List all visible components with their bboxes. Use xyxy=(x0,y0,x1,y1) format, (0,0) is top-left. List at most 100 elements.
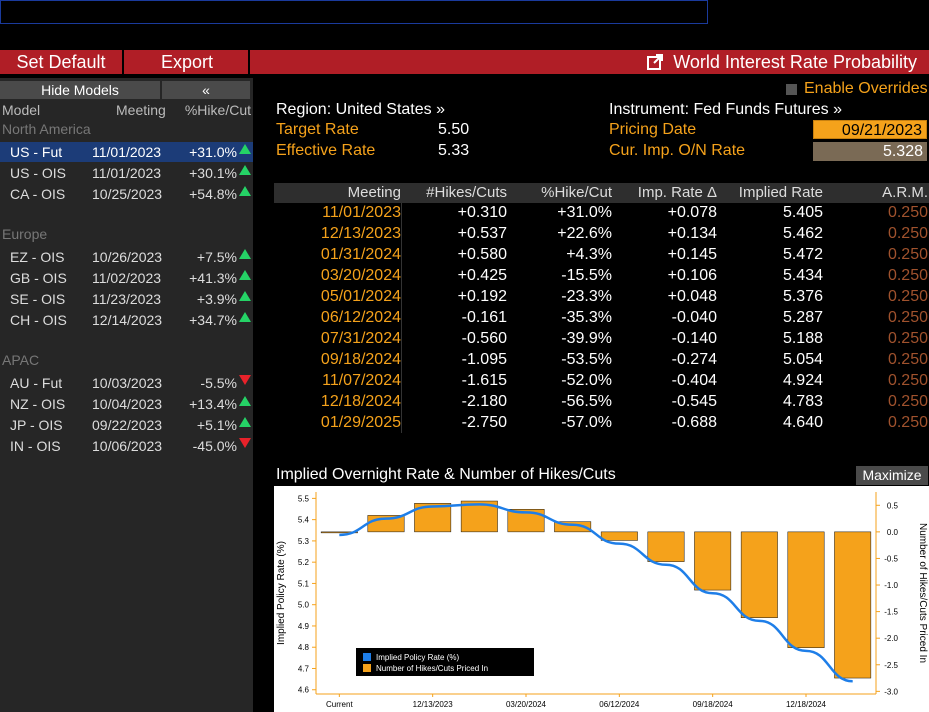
model-row[interactable]: NZ - OIS 10/04/2023 +13.4% xyxy=(0,394,253,414)
table-cell: -0.140 xyxy=(671,330,717,347)
model-row[interactable]: EZ - OIS 10/26/2023 +7.5% xyxy=(0,247,253,267)
hide-models-button[interactable]: Hide Models xyxy=(0,81,160,99)
cur-imp-rate-field[interactable]: 5.328 xyxy=(813,142,927,161)
table-row[interactable]: 06/12/2024 -0.161 -35.3% -0.040 5.287 0.250 xyxy=(274,308,929,329)
legend-label: Number of Hikes/Cuts Priced In xyxy=(376,664,488,673)
model-row[interactable]: CH - OIS 12/14/2023 +34.7% xyxy=(0,310,253,330)
table-cell: 0.250 xyxy=(887,204,928,221)
table-row[interactable]: 11/01/2023 +0.310 +31.0% +0.078 5.405 0.250 xyxy=(274,203,929,224)
model-name: US - OIS xyxy=(10,165,67,181)
table-cell: 5.462 xyxy=(782,225,823,242)
bar xyxy=(787,531,825,649)
model-row[interactable]: AU - Fut 10/03/2023 -5.5% xyxy=(0,373,253,393)
meeting-column-header[interactable]: Meeting xyxy=(116,102,166,118)
table-row[interactable]: 05/01/2024 +0.192 -23.3% +0.048 5.376 0.250 xyxy=(274,287,929,308)
table-cell: 12/18/2024 xyxy=(320,393,401,410)
x-tick-label: 12/18/2024 xyxy=(786,700,827,709)
model-meeting: 10/26/2023 xyxy=(92,249,163,265)
table-cell: +0.106 xyxy=(667,267,717,284)
action-bar: Set Default Export World Interest Rate P… xyxy=(0,50,929,74)
bar xyxy=(740,531,778,618)
region-selector[interactable]: Region: United States » xyxy=(276,101,445,118)
model-name: IN - OIS xyxy=(10,438,61,454)
model-row[interactable]: JP - OIS 09/22/2023 +5.1% xyxy=(0,415,253,435)
table-cell: -57.0% xyxy=(561,414,612,431)
enable-overrides-checkbox[interactable] xyxy=(786,84,797,95)
model-pct: +34.7% xyxy=(189,312,237,328)
instrument-selector[interactable]: Instrument: Fed Funds Futures » xyxy=(609,101,842,118)
up-arrow-icon xyxy=(239,165,251,175)
target-rate-value: 5.50 xyxy=(438,121,470,138)
table-cell: 4.783 xyxy=(782,393,823,410)
up-arrow-icon xyxy=(239,270,251,280)
pricing-date-input[interactable]: 09/21/2023 xyxy=(813,120,927,139)
table-cell: -56.5% xyxy=(561,393,612,410)
table-row[interactable]: 12/18/2024 -2.180 -56.5% -0.545 4.783 0.250 xyxy=(274,392,929,413)
window-title: World Interest Rate Probability xyxy=(647,50,917,74)
command-input[interactable] xyxy=(1,1,707,23)
table-cell: 5.287 xyxy=(782,309,823,326)
maximize-button[interactable]: Maximize xyxy=(856,466,928,485)
model-meeting: 10/03/2023 xyxy=(92,375,163,391)
table-cell: -2.750 xyxy=(461,414,507,431)
meeting-header[interactable]: Meeting xyxy=(347,184,401,201)
model-row[interactable]: IN - OIS 10/06/2023 -45.0% xyxy=(0,436,253,456)
table-cell: 05/01/2024 xyxy=(320,288,401,305)
legend-label: Implied Policy Rate (%) xyxy=(376,653,459,662)
table-cell: 12/13/2023 xyxy=(320,225,401,242)
table-cell: 5.188 xyxy=(782,330,823,347)
table-cell: -23.3% xyxy=(561,288,612,305)
y-tick-label: 5.2 xyxy=(298,558,310,567)
model-row[interactable]: SE - OIS 11/23/2023 +3.9% xyxy=(0,289,253,309)
set-default-button[interactable]: Set Default xyxy=(0,50,124,74)
table-row[interactable]: 09/18/2024 -1.095 -53.5% -0.274 5.054 0.250 xyxy=(274,350,929,371)
x-tick-label: Current xyxy=(326,700,353,709)
pct-column-header[interactable]: %Hike/Cut xyxy=(184,102,251,118)
effective-rate-label: Effective Rate xyxy=(276,142,376,159)
table-row[interactable]: 01/31/2024 +0.580 +4.3% +0.145 5.472 0.250 xyxy=(274,245,929,266)
model-pct: -5.5% xyxy=(200,375,237,391)
table-row[interactable]: 11/07/2024 -1.615 -52.0% -0.404 4.924 0.250 xyxy=(274,371,929,392)
model-row[interactable]: CA - OIS 10/25/2023 +54.8% xyxy=(0,184,253,204)
table-cell: -39.9% xyxy=(561,330,612,347)
popout-icon[interactable] xyxy=(647,54,664,70)
table-header: Meeting #Hikes/Cuts %Hike/Cut Imp. Rate … xyxy=(274,183,929,203)
table-cell: 0.250 xyxy=(887,351,928,368)
up-arrow-icon xyxy=(239,417,251,427)
model-row[interactable]: GB - OIS 11/02/2023 +41.3% xyxy=(0,268,253,288)
arm-header[interactable]: A.R.M. xyxy=(882,184,928,201)
hikes-cuts-header[interactable]: #Hikes/Cuts xyxy=(426,184,507,201)
table-row[interactable]: 01/29/2025 -2.750 -57.0% -0.688 4.640 0.250 xyxy=(274,413,929,434)
collapse-panel-button[interactable]: « xyxy=(162,81,250,99)
model-column-header[interactable]: Model xyxy=(2,102,41,118)
model-name: NZ - OIS xyxy=(10,396,66,412)
down-arrow-icon xyxy=(239,438,251,448)
y2-tick-label: -2.0 xyxy=(884,634,898,643)
table-cell: 0.250 xyxy=(887,330,928,347)
table-row[interactable]: 07/31/2024 -0.560 -39.9% -0.140 5.188 0.250 xyxy=(274,329,929,350)
table-cell: 07/31/2024 xyxy=(320,330,401,347)
model-pct: +30.1% xyxy=(189,165,237,181)
legend-box xyxy=(356,648,534,676)
table-cell: 06/12/2024 xyxy=(320,309,401,326)
command-line[interactable] xyxy=(0,0,708,24)
model-row[interactable]: US - OIS 11/01/2023 +30.1% xyxy=(0,163,253,183)
y2-tick-label: -3.0 xyxy=(884,687,898,696)
enable-overrides-label[interactable]: Enable Overrides xyxy=(804,80,928,97)
table-cell: 01/29/2025 xyxy=(320,414,401,431)
model-name: CA - OIS xyxy=(10,186,66,202)
pct-hike-cut-header[interactable]: %Hike/Cut xyxy=(541,184,612,201)
bar xyxy=(600,531,638,541)
up-arrow-icon xyxy=(239,291,251,301)
imp-rate-delta-header[interactable]: Imp. Rate Δ xyxy=(637,184,717,201)
table-cell: -0.560 xyxy=(461,330,507,347)
table-row[interactable]: 03/20/2024 +0.425 -15.5% +0.106 5.434 0.250 xyxy=(274,266,929,287)
table-cell: 4.924 xyxy=(782,372,823,389)
up-arrow-icon xyxy=(239,186,251,196)
model-row[interactable]: US - Fut 11/01/2023 +31.0% xyxy=(0,142,253,162)
implied-rate-header[interactable]: Implied Rate xyxy=(738,184,823,201)
table-row[interactable]: 12/13/2023 +0.537 +22.6% +0.134 5.462 0.250 xyxy=(274,224,929,245)
export-button[interactable]: Export xyxy=(126,50,250,74)
chart-title: Implied Overnight Rate & Number of Hikes… xyxy=(276,466,616,483)
model-pct: +7.5% xyxy=(196,249,237,265)
